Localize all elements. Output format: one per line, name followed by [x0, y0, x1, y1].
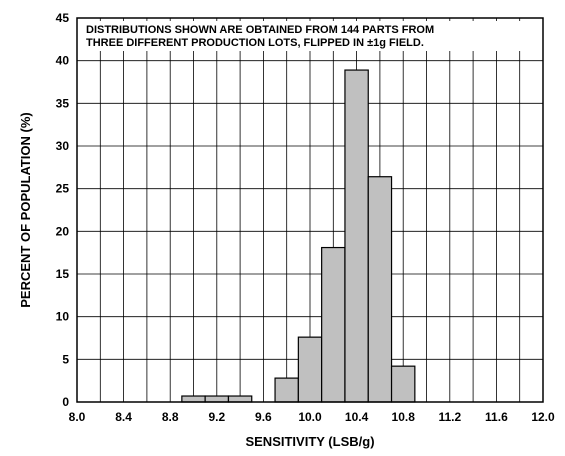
y-tick-label: 45 [56, 11, 70, 25]
histogram-bar [204, 395, 230, 403]
y-tick-label: 35 [56, 96, 70, 110]
x-axis-title: SENSITIVITY (LSB/g) [245, 434, 374, 449]
x-tick-label: 11.2 [438, 410, 461, 424]
y-tick-label: 15 [56, 267, 70, 281]
histogram-bar [390, 365, 416, 403]
annotation-text: DISTRIBUTIONS SHOWN ARE OBTAINED FROM 14… [86, 24, 434, 36]
histogram-bar [274, 377, 299, 403]
y-tick-label: 10 [56, 310, 70, 324]
histogram-bar [227, 395, 253, 403]
x-tick-label: 9.2 [208, 410, 225, 424]
x-tick-label: 10.4 [345, 410, 369, 424]
x-tick-label: 8.8 [162, 410, 179, 424]
x-tick-label: 8.0 [69, 410, 86, 424]
x-tick-label: 12.0 [531, 410, 555, 424]
histogram-bar [367, 176, 393, 403]
x-tick-labels: 8.0 8.4 8.8 9.2 9.6 10.0 10.4 10.8 11.2 11.6 12.0 [69, 410, 555, 424]
y-tick-label: 30 [56, 139, 70, 153]
y-tick-labels: 0 5 10 15 20 25 30 35 40 45 [56, 11, 70, 409]
annotation-text: THREE DIFFERENT PRODUCTION LOTS, FLIPPED… [86, 37, 424, 49]
y-tick-label: 0 [62, 395, 69, 409]
y-tick-label: 20 [56, 224, 70, 238]
histogram-bar [181, 395, 206, 403]
x-tick-label: 10.0 [298, 410, 322, 424]
x-tick-label: 8.4 [115, 410, 132, 424]
annotation-background [83, 21, 525, 51]
y-tick-label: 40 [56, 54, 70, 68]
histogram-bar [321, 246, 346, 403]
histogram-bar [344, 69, 369, 403]
x-tick-label: 10.8 [392, 410, 416, 424]
plot-frame [76, 17, 544, 403]
y-tick-label: 5 [62, 352, 69, 366]
y-tick-label: 25 [56, 182, 70, 196]
x-tick-label: 11.6 [485, 410, 508, 424]
x-tick-label: 9.6 [255, 410, 272, 424]
y-axis-title: PERCENT OF POPULATION (%) [18, 112, 33, 307]
histogram-bar [297, 336, 323, 403]
